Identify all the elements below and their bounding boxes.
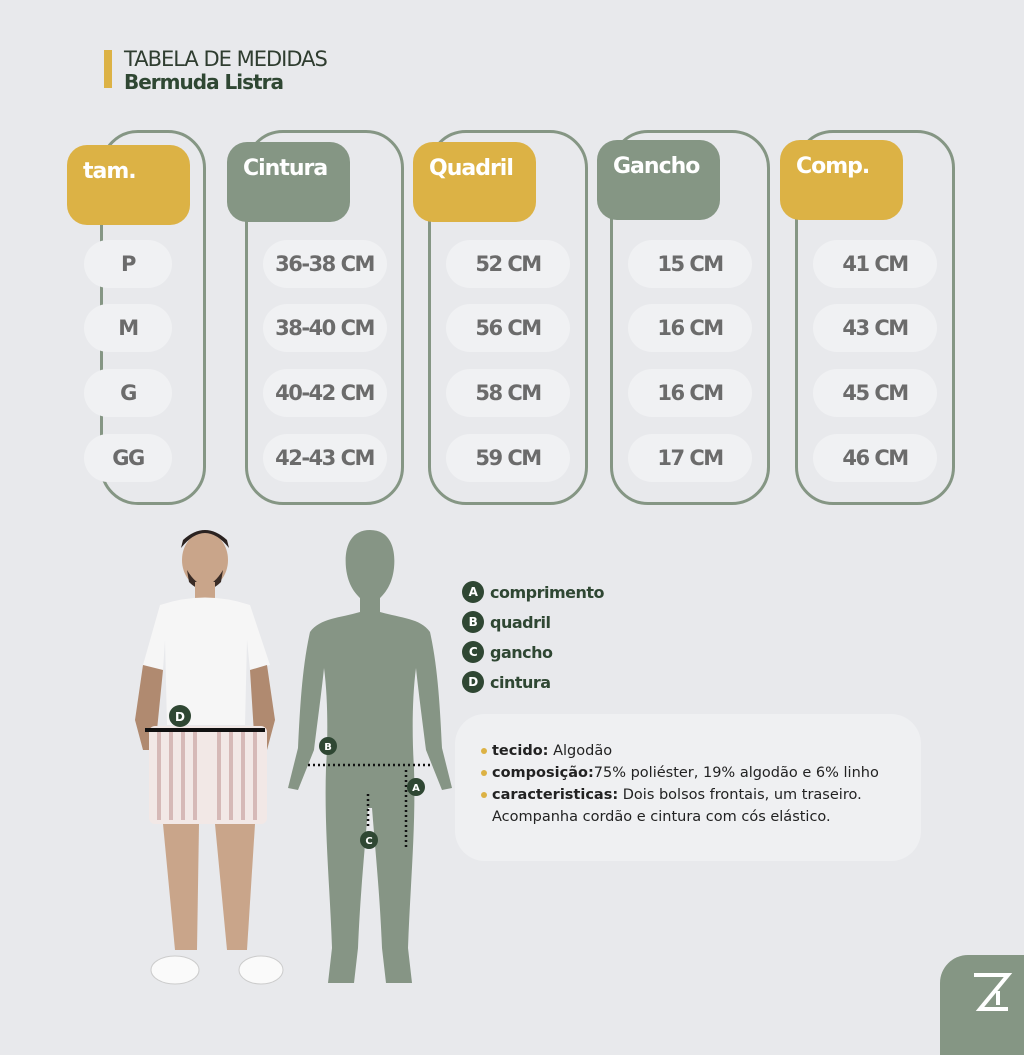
table-cell: 38-40 CM xyxy=(262,304,387,352)
table-cell: 56 CM xyxy=(446,304,570,352)
legend-badge: C xyxy=(462,641,484,663)
product-info-card: tecido: Algodão composição:75% poliéster… xyxy=(455,714,921,861)
bullet-icon xyxy=(481,792,487,798)
product-name: Bermuda Listra xyxy=(124,70,284,94)
table-cell: 58 CM xyxy=(446,369,570,417)
marker-c: C xyxy=(365,836,372,847)
logo-z-icon xyxy=(974,973,1013,1011)
table-cell: 40-42 CM xyxy=(262,369,387,417)
table-cell: 59 CM xyxy=(446,434,570,482)
column-header: tam. xyxy=(67,145,190,225)
legend-badge: D xyxy=(462,671,484,693)
legend-label: cintura xyxy=(490,672,551,692)
legend-label: quadril xyxy=(490,612,551,632)
table-cell: P xyxy=(84,240,172,288)
table-cell: M xyxy=(84,304,172,352)
table-cell: 15 CM xyxy=(628,240,752,288)
info-caracteristicas: caracteristicas: Dois bolsos frontais, u… xyxy=(481,784,921,806)
legend-label: comprimento xyxy=(490,582,605,602)
table-cell: 52 CM xyxy=(446,240,570,288)
table-cell: 16 CM xyxy=(628,369,752,417)
column-outline xyxy=(428,130,588,505)
column-header: Gancho xyxy=(597,140,720,220)
column-outline xyxy=(795,130,955,505)
column-outline xyxy=(610,130,770,505)
legend-badge: A xyxy=(462,581,484,603)
marker-b: B xyxy=(324,742,332,753)
table-cell: GG xyxy=(84,434,172,482)
page-title: TABELA DE MEDIDAS xyxy=(124,47,328,71)
brand-logo xyxy=(940,955,1024,1055)
marker-d: D xyxy=(175,710,185,724)
table-cell: 45 CM xyxy=(813,369,937,417)
marker-a: A xyxy=(412,783,420,794)
title-accent-bar xyxy=(104,50,112,88)
legend-label: gancho xyxy=(490,642,553,662)
table-cell: 42-43 CM xyxy=(262,434,387,482)
table-cell: 16 CM xyxy=(628,304,752,352)
column-outline xyxy=(245,130,404,505)
info-caracteristicas-cont: Acompanha cordão e cintura com cós elást… xyxy=(492,809,831,825)
column-header: Quadril xyxy=(413,142,536,222)
table-cell: 41 CM xyxy=(813,240,937,288)
bullet-icon xyxy=(481,748,487,754)
table-cell: 36-38 CM xyxy=(262,240,387,288)
model-photo: D xyxy=(135,530,284,985)
column-header: Cintura xyxy=(227,142,350,222)
table-cell: 43 CM xyxy=(813,304,937,352)
table-cell: G xyxy=(84,369,172,417)
table-cell: 17 CM xyxy=(628,434,752,482)
table-cell: 46 CM xyxy=(813,434,937,482)
legend-badge: B xyxy=(462,611,484,633)
body-silhouette: B A C xyxy=(288,530,452,983)
column-header: Comp. xyxy=(780,140,903,220)
info-tecido: tecido: Algodão xyxy=(481,740,921,762)
bullet-icon xyxy=(481,770,487,776)
info-composicao: composição:75% poliéster, 19% algodão e … xyxy=(481,762,921,784)
